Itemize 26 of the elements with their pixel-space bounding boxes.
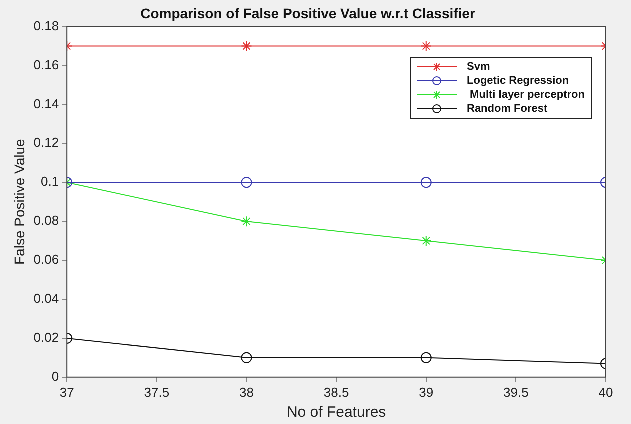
y-tick-label: 0.04 [34, 291, 60, 306]
y-tick-label: 0.16 [34, 57, 60, 72]
y-tick-label: 0.06 [34, 252, 60, 268]
legend-label: Multi layer perceptron [469, 88, 585, 101]
y-tick-label: 0.1 [41, 174, 60, 190]
y-axis-title: False Positive Value [11, 138, 28, 266]
legend-label: Random Forest [467, 102, 548, 115]
point [241, 216, 252, 228]
point [420, 236, 432, 247]
x-tick-label: 39 [419, 384, 434, 400]
chart-title: Comparison of False Positive Value w.r.t Classifier [140, 5, 476, 22]
x-tick-label: 39.5 [504, 384, 529, 400]
x-axis-title: No of Features [286, 404, 386, 422]
legend-label: Logetic Regression [467, 74, 570, 87]
y-tick-label: 0.14 [34, 96, 60, 112]
x-tick-label: 40 [598, 384, 614, 400]
x-tick-label: 37 [60, 384, 74, 400]
y-tick-label: 0.02 [34, 330, 60, 346]
y-tick-label: 0 [52, 368, 60, 384]
y-tick-label: 0.18 [34, 18, 60, 34]
x-tick-label: 37.5 [144, 384, 170, 400]
legend-label: Svm [467, 60, 490, 73]
x-tick-label: 38.5 [324, 384, 350, 400]
y-tick-label: 0.12 [34, 135, 60, 150]
x-tick-label: 38 [240, 384, 254, 400]
y-tick-label: 0.08 [34, 213, 60, 228]
